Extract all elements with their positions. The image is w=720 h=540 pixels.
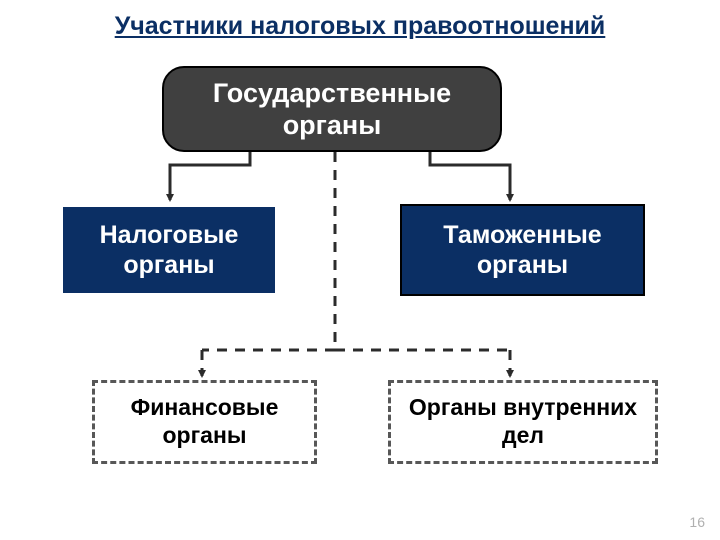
node-financial-bodies: Финансовые органы <box>92 380 317 464</box>
node-internal-affairs: Органы внутренних дел <box>388 380 658 464</box>
page-title: Участники налоговых правоотношений <box>0 0 720 41</box>
node-root: Государственные органы <box>162 66 502 152</box>
node-customs-bodies: Таможенные органы <box>400 204 645 296</box>
page-number: 16 <box>689 514 705 530</box>
node-tax-bodies: Налоговые органы <box>60 204 278 296</box>
